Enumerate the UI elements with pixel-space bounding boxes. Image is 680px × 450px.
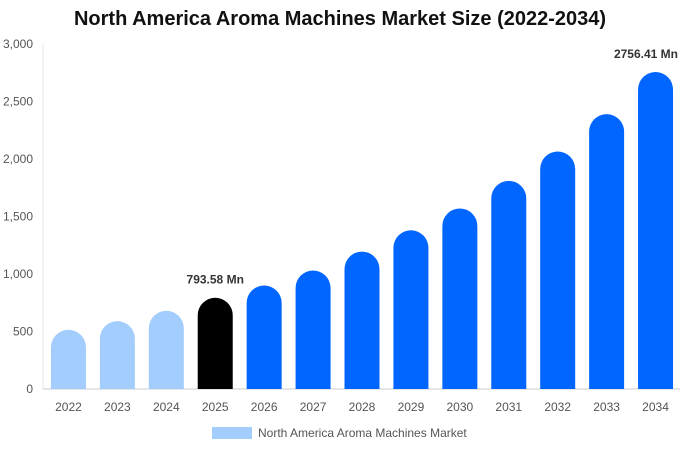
data-labels: 793.58 Mn 2756.41 Mn	[187, 47, 678, 287]
bar-2025	[197, 297, 233, 389]
x-axis-ticks: 2022 2023 2024 2025 2026 2027 2028 2029 2030 2031…	[55, 400, 669, 414]
x-tick-label: 2023	[104, 400, 131, 414]
bar-2031	[491, 180, 527, 389]
x-tick-label: 2024	[153, 400, 180, 414]
bar-2027	[295, 270, 331, 389]
y-tick-label: 0	[26, 382, 33, 396]
bar-2022	[50, 329, 86, 389]
bar-2023	[99, 321, 135, 389]
y-tick-label: 2,500	[3, 95, 33, 109]
x-tick-label: 2028	[349, 400, 376, 414]
y-axis-ticks: 0 500 1,000 1,500 2,000 2,500 3,000	[3, 37, 33, 396]
x-tick-label: 2030	[446, 400, 473, 414]
y-tick-label: 1,500	[3, 210, 33, 224]
bar-2030	[442, 208, 478, 389]
bar-2026	[246, 285, 282, 389]
legend-label: North America Aroma Machines Market	[258, 426, 467, 440]
x-tick-label: 2025	[202, 400, 229, 414]
legend: North America Aroma Machines Market	[212, 426, 467, 440]
data-label: 793.58 Mn	[187, 273, 244, 287]
x-tick-label: 2031	[495, 400, 522, 414]
x-tick-label: 2026	[251, 400, 278, 414]
x-tick-label: 2032	[544, 400, 571, 414]
bar-2033	[589, 114, 625, 389]
bar-2029	[393, 230, 429, 389]
bar-2034	[638, 72, 674, 389]
y-tick-label: 500	[13, 325, 33, 339]
legend-swatch	[212, 427, 252, 439]
data-label: 2756.41 Mn	[614, 47, 678, 61]
x-tick-label: 2033	[593, 400, 620, 414]
bar-2024	[148, 310, 184, 389]
bar-2028	[344, 251, 380, 389]
y-tick-label: 2,000	[3, 152, 33, 166]
y-tick-label: 3,000	[3, 37, 33, 51]
y-tick-label: 1,000	[3, 267, 33, 281]
bars	[50, 72, 674, 389]
chart-title: North America Aroma Machines Market Size…	[73, 8, 607, 30]
x-tick-label: 2022	[55, 400, 82, 414]
x-tick-label: 2029	[398, 400, 425, 414]
bar-2032	[540, 151, 576, 389]
x-tick-label: 2027	[300, 400, 327, 414]
x-tick-label: 2034	[642, 400, 669, 414]
